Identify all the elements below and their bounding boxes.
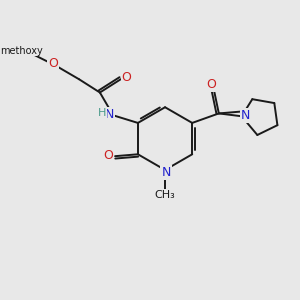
Text: N: N [161, 166, 171, 179]
Text: methoxy: methoxy [1, 46, 43, 56]
Text: O: O [206, 78, 216, 92]
Text: O: O [122, 71, 131, 84]
Text: N: N [241, 109, 250, 122]
Text: H: H [98, 108, 106, 118]
Text: CH₃: CH₃ [155, 190, 176, 200]
Text: N: N [105, 108, 114, 121]
Text: O: O [48, 58, 58, 70]
Text: O: O [103, 149, 113, 162]
